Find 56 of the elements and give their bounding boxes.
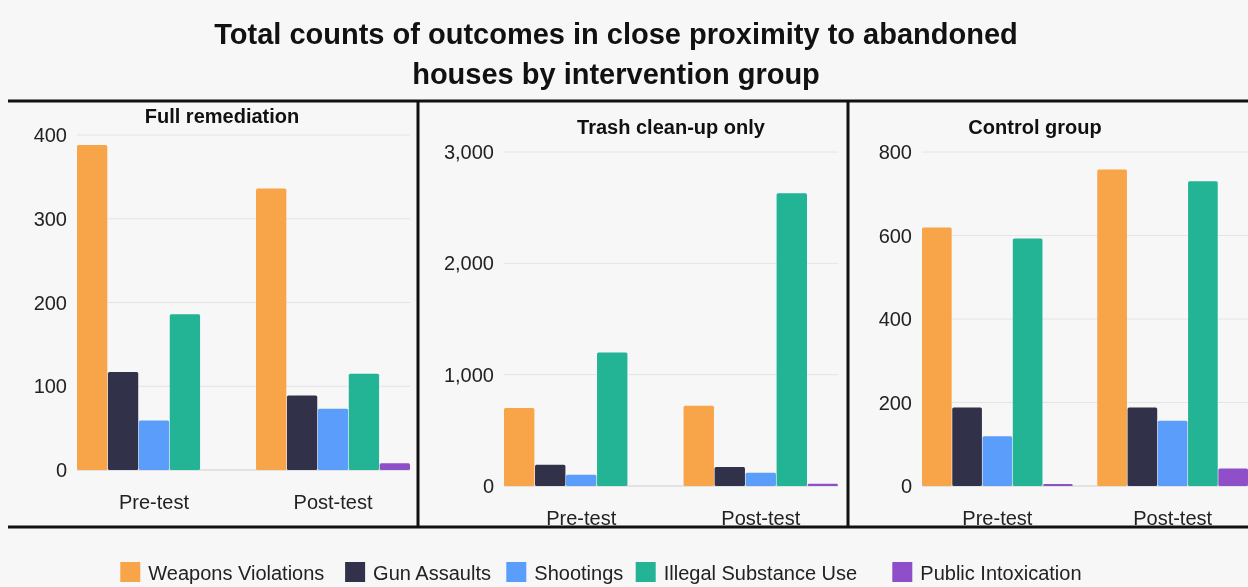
chart-subtitle: Full remediation	[144, 105, 300, 127]
y-tick-label: 200	[33, 291, 67, 314]
x-tick-label: Pre-test	[546, 507, 617, 529]
y-tick-label: 600	[878, 224, 912, 247]
y-tick-label: 300	[33, 207, 67, 230]
bar	[504, 408, 535, 486]
y-tick-label: 0	[482, 475, 494, 497]
bar	[1012, 238, 1043, 486]
bar	[714, 467, 745, 486]
y-tick-label: 0	[900, 475, 912, 497]
y-tick-label: 400	[33, 124, 67, 146]
bar	[776, 193, 807, 486]
x-tick-label: Post-test	[721, 507, 801, 529]
y-tick-label: 400	[878, 308, 912, 330]
bar	[922, 227, 952, 486]
chart-title: Control group	[968, 116, 1102, 138]
bar	[1127, 407, 1158, 486]
y-tick-label: 1,000	[443, 363, 494, 386]
bar	[1097, 169, 1127, 486]
bar	[77, 145, 108, 470]
bar	[256, 188, 287, 470]
bar	[138, 420, 170, 470]
x-tick-label: Pre-test	[962, 507, 1033, 529]
y-tick-label: 0	[55, 459, 67, 481]
y-tick-label: 800	[878, 141, 912, 163]
bar	[982, 436, 1013, 486]
legend-label: Public Intoxication	[920, 562, 1082, 584]
bar	[683, 405, 714, 486]
bar	[1218, 468, 1248, 486]
bar	[1043, 483, 1073, 486]
bar	[379, 463, 410, 470]
bar	[317, 408, 349, 470]
legend-label: Illegal Substance Use	[663, 562, 858, 584]
x-tick-label: Post-test	[1133, 507, 1213, 529]
legend-label: Gun Assaults	[373, 562, 491, 584]
legend-label: Shootings	[534, 562, 624, 584]
text: Total counts of outcomes in close proximity to abandoned houses by intervention group	[214, 18, 1018, 91]
bar	[952, 407, 982, 486]
bar	[286, 395, 318, 470]
bar	[348, 373, 380, 470]
bar	[169, 314, 201, 470]
bar	[597, 352, 628, 486]
y-tick-label: 2,000	[443, 252, 494, 275]
x-tick-label: Pre-test	[118, 491, 190, 513]
y-tick-label: 200	[878, 391, 912, 414]
y-tick-label: 100	[33, 375, 67, 398]
bar	[566, 474, 597, 486]
bar	[1157, 420, 1188, 486]
y-tick-label: 3,000	[443, 141, 494, 163]
chart-title: Trash clean-up only	[577, 116, 766, 138]
bar	[745, 472, 776, 486]
x-tick-label: Post-test	[293, 491, 373, 513]
bar	[535, 464, 566, 486]
legend-label: Weapons Violations	[148, 562, 325, 584]
bar	[107, 372, 139, 470]
bar	[1188, 181, 1218, 486]
